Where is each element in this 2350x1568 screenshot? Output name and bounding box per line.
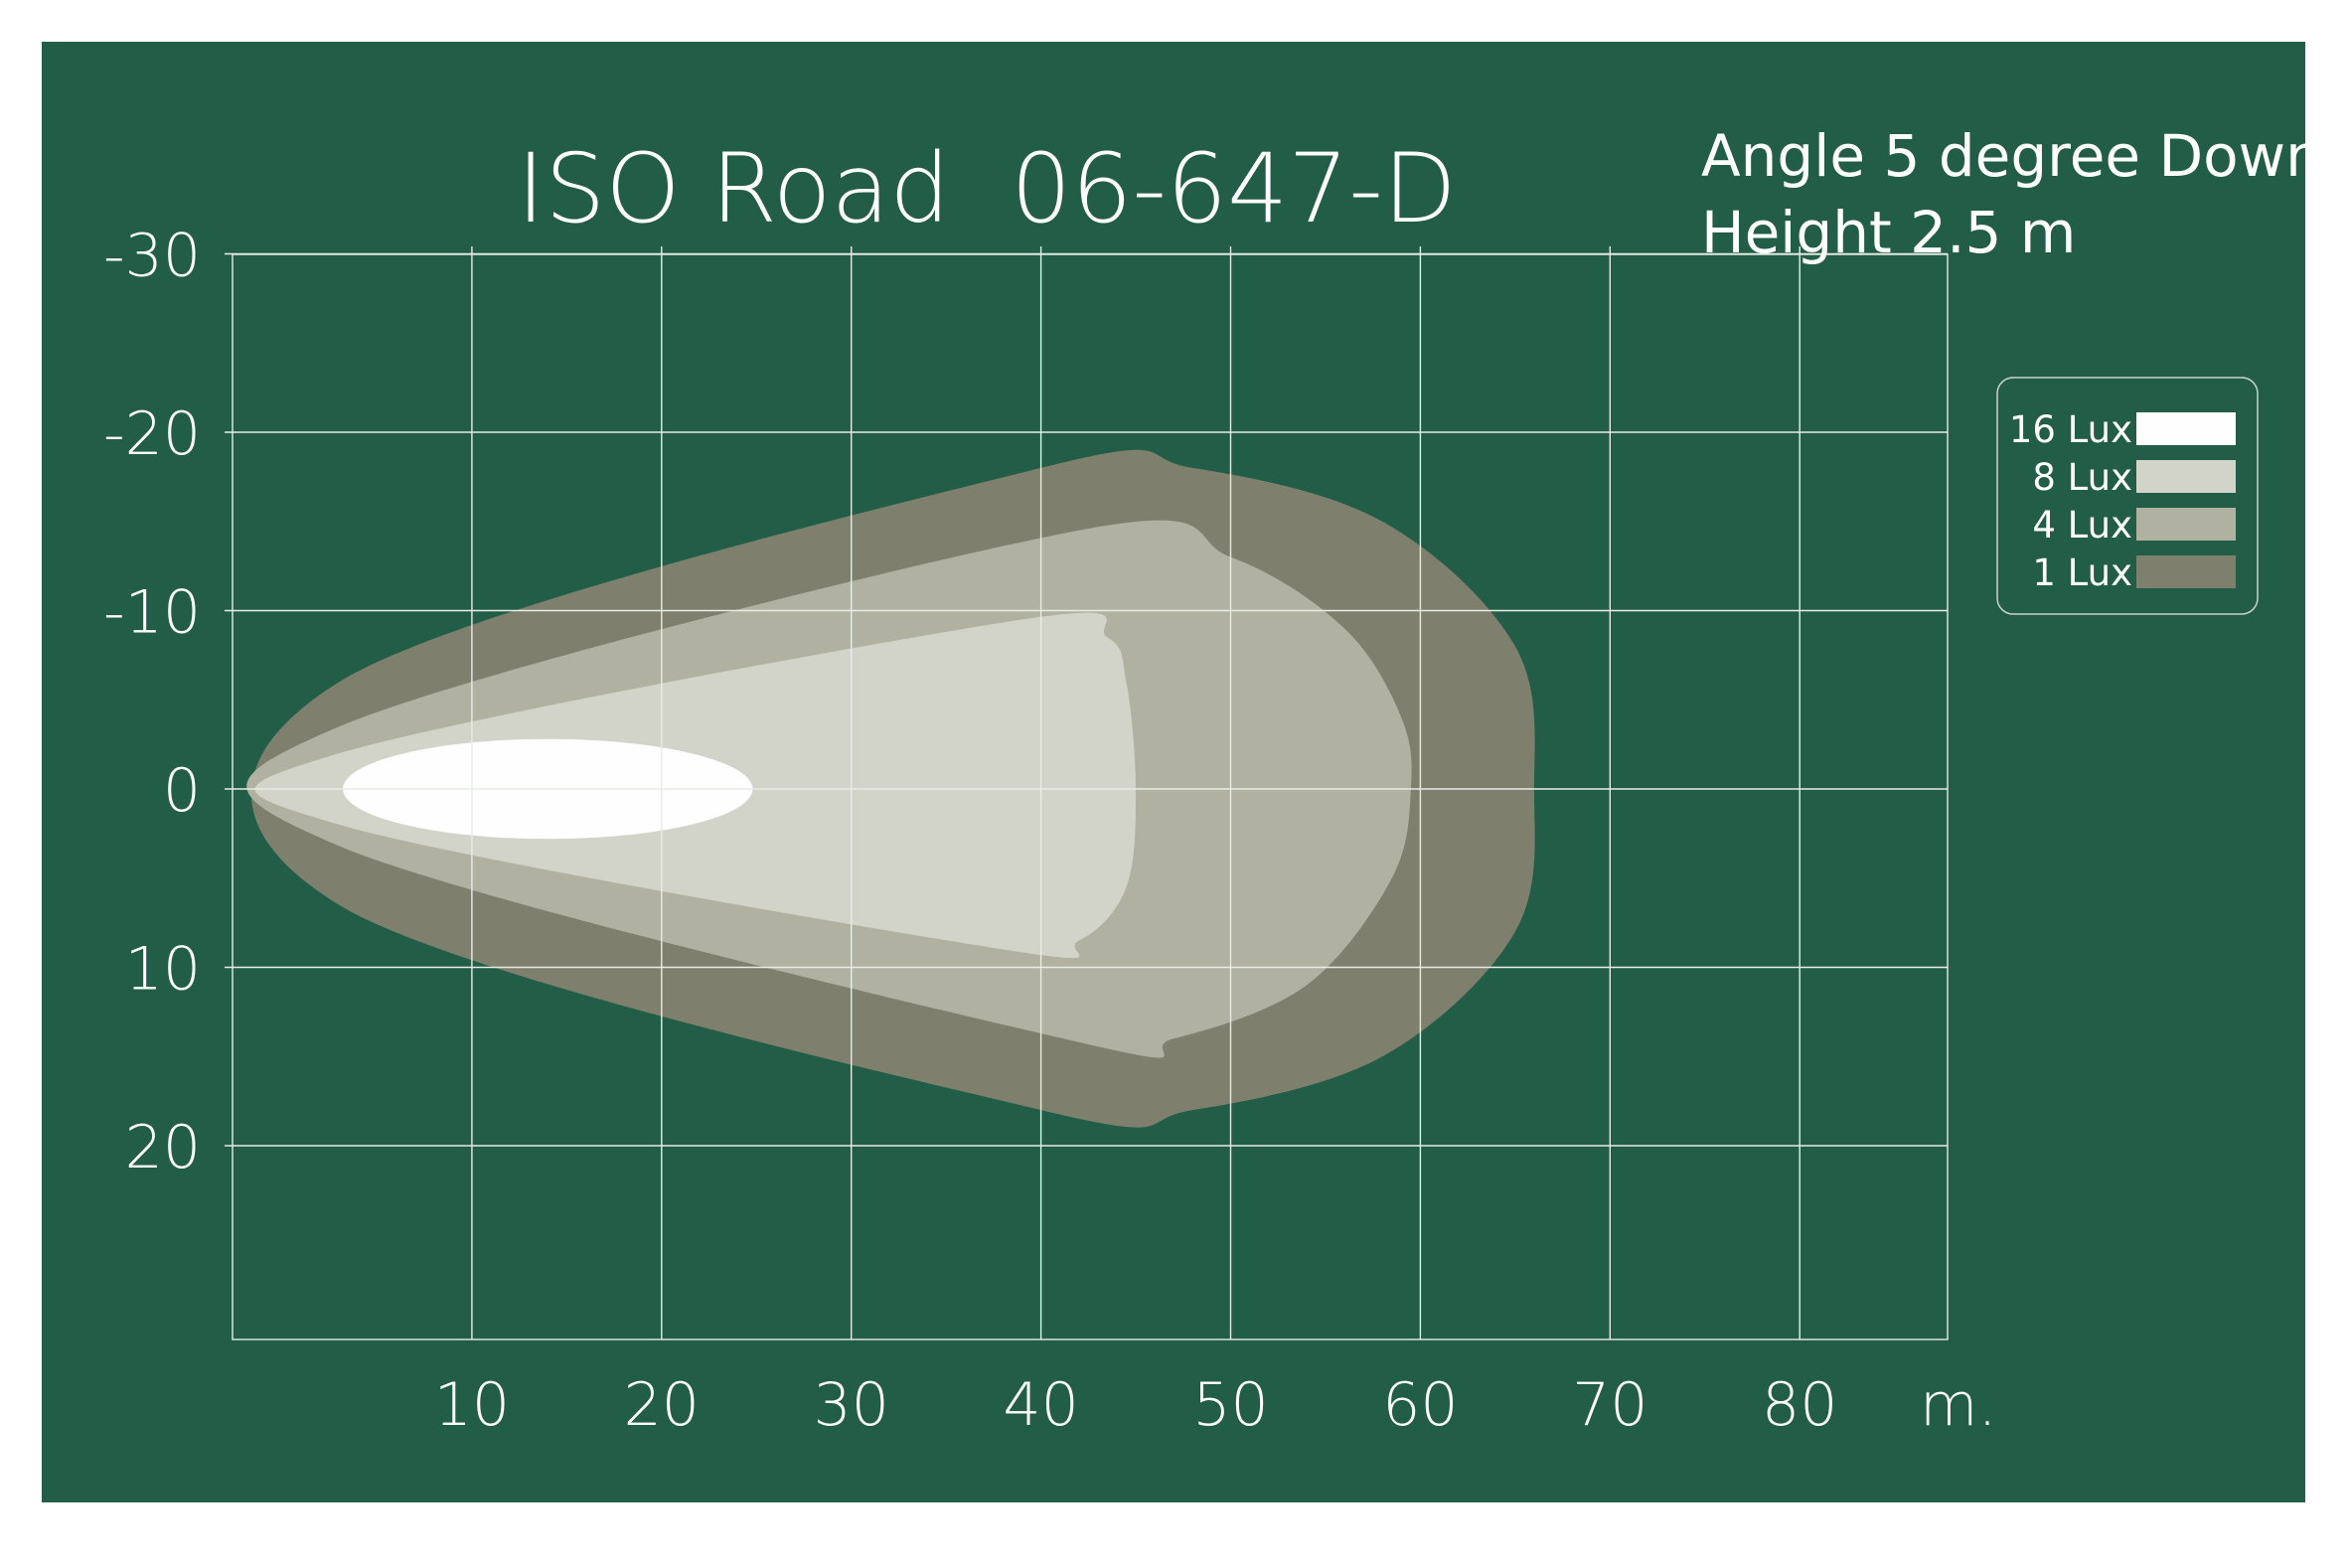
x-tick-label: 10 <box>434 1370 510 1440</box>
x-tick-label: 80 <box>1762 1370 1837 1440</box>
chart-panel: -30 -20 -10 0 10 20 10 20 30 40 50 60 70 80 m. 16 Lux 8… <box>42 42 2322 1502</box>
chart-title: ISO Road 06-647-D <box>517 133 1457 244</box>
legend-label: 8 Lux <box>2032 456 2132 499</box>
isolux-chart: -30 -20 -10 0 10 20 10 20 30 40 50 60 70 80 m. 16 Lux 8… <box>103 222 2259 1441</box>
x-unit-label: m. <box>1920 1370 1997 1440</box>
legend-label: 1 Lux <box>2032 551 2132 594</box>
legend-swatch <box>2136 555 2236 588</box>
x-tick-label: 50 <box>1192 1370 1268 1440</box>
legend-label: 4 Lux <box>2032 504 2132 547</box>
legend-swatch <box>2136 508 2236 541</box>
x-tick-label: 40 <box>1003 1370 1078 1440</box>
legend-box <box>1996 377 2259 615</box>
legend-swatch <box>2136 412 2236 445</box>
x-tick-label: 70 <box>1572 1370 1647 1440</box>
x-tick-label: 60 <box>1382 1370 1458 1440</box>
y-tick-label: -20 <box>103 399 201 469</box>
y-tick-label: -10 <box>103 578 201 648</box>
y-tick-label: 10 <box>125 935 201 1005</box>
height-note: Height 2.5 m <box>1701 199 2077 266</box>
grid-lines <box>225 246 1949 1340</box>
y-tick-label: 0 <box>163 756 201 826</box>
x-tick-label: 30 <box>814 1370 889 1440</box>
angle-note: Angle 5 degree Down <box>1701 122 2322 190</box>
legend-swatch <box>2136 460 2236 493</box>
tick-labels: -30 -20 -10 0 10 20 10 20 30 40 50 60 70 80 m. <box>103 222 1997 1441</box>
y-tick-label: -30 <box>103 222 201 291</box>
x-tick-label: 20 <box>624 1370 700 1440</box>
legend-label: 16 Lux <box>2009 408 2132 451</box>
y-tick-label: 20 <box>125 1113 201 1182</box>
